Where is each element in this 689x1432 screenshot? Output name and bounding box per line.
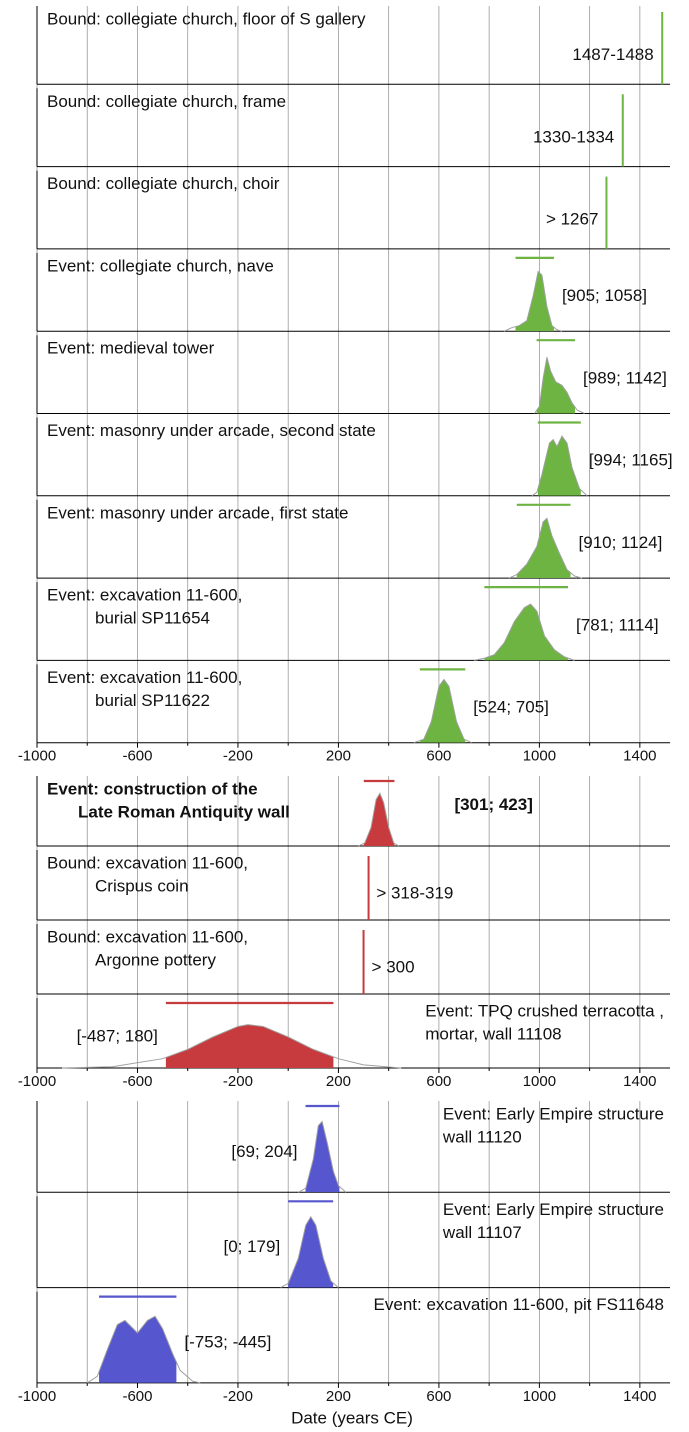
density-fill (515, 271, 554, 332)
density-fill (536, 357, 576, 414)
x-tick-label: -600 (122, 1388, 152, 1405)
panel-label: Event: excavation 11-600, pit FS11648 (374, 1295, 664, 1314)
panel-label: Event: construction of the (47, 779, 258, 798)
x-tick-label: -200 (223, 1073, 253, 1090)
interval-label: [910; 1124] (579, 533, 663, 552)
x-tick-label: 600 (426, 1073, 451, 1090)
x-tick-label: 1400 (623, 1073, 656, 1090)
x-tick-label: -600 (122, 1073, 152, 1090)
bound-label: > 300 (372, 958, 415, 977)
density-fill (537, 436, 581, 496)
density-curve (503, 270, 563, 332)
panel-label: Event: TPQ crushed terracotta , (425, 1001, 664, 1020)
panel-label: wall 11107 (442, 1223, 522, 1242)
interval-label: [0; 179] (223, 1237, 280, 1256)
interval-label: [-487; 180] (77, 1026, 158, 1045)
panel-label: wall 11120 (442, 1127, 522, 1146)
panel-label: Bound: collegiate church, frame (47, 92, 286, 111)
bound-line (367, 856, 370, 920)
density-curve (297, 1120, 347, 1193)
x-axis-title: Date (years CE) (291, 1408, 413, 1427)
interval-label: [781; 1114] (576, 615, 659, 634)
density-fill (484, 604, 569, 661)
panel-label: Bound: excavation 11-600, (47, 927, 248, 946)
x-tick-label: -1000 (18, 1388, 56, 1405)
density-fill (363, 793, 395, 846)
panel-label: Event: collegiate church, nave (47, 256, 274, 275)
density-curve (62, 1024, 402, 1069)
interval-label: [301; 423] (454, 795, 532, 814)
density-curve (509, 517, 583, 579)
x-tick-label: 1400 (623, 748, 656, 765)
x-tick-label: 1400 (623, 1388, 656, 1405)
x-tick-label: -1000 (18, 1073, 56, 1090)
x-tick-label: 600 (426, 748, 451, 765)
density-curve (86, 1315, 201, 1384)
interval-label: [524; 705] (473, 698, 549, 717)
panel-label: Event: excavation 11-600, (47, 586, 242, 605)
x-tick-label: 600 (426, 1388, 451, 1405)
panel-label: Event: masonry under arcade, first state (47, 503, 348, 522)
x-tick-label: -600 (122, 748, 152, 765)
panel-label: Event: Early Empire structure (443, 1200, 664, 1219)
x-tick-label: -200 (223, 1388, 253, 1405)
x-tick-label: -1000 (18, 748, 56, 765)
density-fill (165, 1024, 334, 1068)
panel-label: burial SP11654 (95, 609, 210, 628)
bound-label: > 318-319 (376, 884, 453, 903)
density-fill (288, 1216, 334, 1288)
interval-label: [994; 1165] (589, 451, 673, 470)
bound-label: > 1267 (546, 210, 598, 229)
density-curve (413, 678, 472, 744)
density-curve (533, 357, 585, 414)
panel-label: burial SP11622 (95, 691, 210, 710)
density-curve (358, 792, 399, 847)
x-tick-label: 200 (326, 1073, 351, 1090)
density-curve (280, 1215, 339, 1289)
panel-label: Event: medieval tower (47, 339, 215, 358)
x-tick-label: 1000 (523, 748, 556, 765)
x-tick-label: -200 (223, 748, 253, 765)
panel-label: Bound: excavation 11-600, (47, 853, 248, 872)
x-tick-label: 1000 (523, 1388, 556, 1405)
panel-label: Late Roman Antiquity wall (78, 802, 290, 821)
density-fill (516, 518, 571, 579)
interval-label: [-753; -445] (184, 1332, 271, 1351)
interval-label: [989; 1142] (583, 368, 667, 387)
panel-label: Crispus coin (95, 876, 189, 895)
bound-line (661, 12, 664, 85)
bound-line (621, 94, 624, 167)
interval-label: [905; 1058] (562, 286, 647, 305)
panel-label: Bound: collegiate church, choir (47, 174, 280, 193)
density-curve (531, 435, 588, 497)
panel-label: mortar, wall 11108 (425, 1024, 561, 1043)
density-fill (99, 1316, 177, 1383)
panel-label: Argonne pottery (95, 950, 216, 969)
panel-label: Bound: collegiate church, floor of S gal… (47, 9, 366, 28)
interval-label: [69; 204] (231, 1142, 297, 1161)
panel-label: Event: Early Empire structure (443, 1104, 664, 1123)
density-curve (473, 603, 575, 661)
density-fill (419, 679, 466, 743)
panel-label: Event: masonry under arcade, second stat… (47, 421, 376, 440)
bound-label: 1487-1488 (572, 45, 653, 64)
density-fill (305, 1121, 340, 1193)
x-tick-label: 200 (326, 748, 351, 765)
x-tick-label: 200 (326, 1388, 351, 1405)
panel-label: Event: excavation 11-600, (47, 668, 242, 687)
bound-label: 1330-1334 (533, 127, 614, 146)
x-tick-label: 1000 (523, 1073, 556, 1090)
